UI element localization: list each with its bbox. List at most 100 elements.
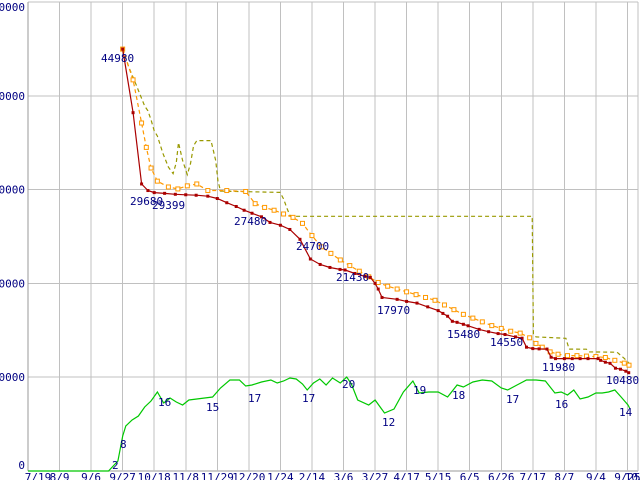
series-average-price-marker <box>290 214 296 220</box>
series-lowest-price-marker <box>578 357 582 361</box>
x-axis-tick-label: 3/6 <box>334 471 354 480</box>
series-average-price-marker <box>527 335 533 341</box>
series-average-price-marker <box>498 325 504 331</box>
x-axis-tick-label: 9/27 <box>109 471 136 480</box>
series-lowest-price-marker <box>380 295 384 299</box>
series-lowest-price-marker <box>613 366 617 370</box>
series-average-price-marker <box>413 292 419 298</box>
series-average-price-marker <box>328 250 334 256</box>
price-point-label: 27480 <box>234 215 267 228</box>
series-average-price-marker <box>517 330 523 336</box>
series-average-price-marker <box>489 323 495 329</box>
count-point-label: 2 <box>112 459 119 472</box>
count-point-label: 15 <box>206 401 219 414</box>
series-average-price-marker <box>375 279 381 285</box>
count-point-label: 8 <box>120 438 127 451</box>
series-average-price-marker <box>508 328 514 334</box>
count-point-label: 16 <box>158 396 171 409</box>
x-axis-tick-label: 6/26 <box>488 471 515 480</box>
series-average-price-marker <box>175 186 181 192</box>
series-average-price-marker <box>621 360 627 366</box>
series-lowest-price-marker <box>184 193 188 197</box>
count-point-label: 17 <box>506 393 519 406</box>
series-average-price-marker <box>470 315 476 321</box>
x-axis-tick-label: 11/29 <box>201 471 234 480</box>
series-average-price-marker <box>337 257 343 263</box>
series-average-price-marker <box>184 183 190 189</box>
series-average-price-marker <box>612 357 618 363</box>
series-lowest-price-marker <box>278 223 282 227</box>
series-lowest-price-marker <box>328 265 332 269</box>
series-average-price-marker <box>356 268 362 274</box>
series-lowest-price-marker <box>596 357 600 361</box>
count-point-label: 18 <box>452 389 465 402</box>
series-average-price-marker <box>224 188 230 194</box>
series-lowest-price-marker <box>353 271 357 275</box>
price-point-label: 17970 <box>377 304 410 317</box>
series-average-price-marker <box>194 181 200 187</box>
series-lowest-price-marker <box>140 182 144 186</box>
series-lowest-price-marker <box>163 191 167 195</box>
count-point-label: 19 <box>413 384 426 397</box>
price-point-label: 29399 <box>152 199 185 212</box>
series-average-price-marker <box>533 340 539 346</box>
series-average-price-marker <box>130 77 136 83</box>
x-axis-tick-label: 8/7 <box>554 471 574 480</box>
series-average-price-marker <box>565 353 571 359</box>
series-lowest-price-marker <box>250 211 254 215</box>
series-lowest-price-marker <box>405 299 409 303</box>
x-axis-tick-label: 2/14 <box>299 471 326 480</box>
count-point-label: 17 <box>302 392 315 405</box>
series-average-price-marker <box>271 207 277 213</box>
x-axis-tick-label: 8/9 <box>50 471 70 480</box>
x-axis-tick-label: 7/17 <box>520 471 547 480</box>
series-lowest-price-marker <box>562 357 566 361</box>
count-point-label: 17 <box>248 392 261 405</box>
x-axis-tick-label: 10/18 <box>138 471 171 480</box>
series-lowest-price-marker <box>242 208 246 212</box>
series-lowest-price-marker <box>441 311 445 315</box>
series-lowest-price-marker <box>549 355 553 359</box>
series-average-price-marker <box>281 211 287 217</box>
series-average-price-marker <box>262 204 268 210</box>
series-average-price-marker <box>451 307 457 313</box>
y-axis-tick-label: 50000 <box>0 1 25 14</box>
series-average-price-marker <box>299 220 305 226</box>
y-axis-tick-label: 20000 <box>0 277 25 290</box>
price-point-label: 29680 <box>130 195 163 208</box>
series-lowest-price-marker <box>496 332 500 336</box>
series-lowest-price-marker <box>513 335 517 339</box>
series-lowest-price-marker <box>338 267 342 271</box>
series-lowest-price-marker <box>152 191 156 195</box>
series-average-price-marker <box>347 263 353 269</box>
series-average-price-marker <box>404 289 410 295</box>
series-average-price-marker <box>309 233 315 239</box>
series-lowest-price-marker <box>318 262 322 266</box>
series-lowest-price-marker <box>121 47 125 51</box>
series-lowest-price-marker <box>627 371 631 375</box>
y-axis-tick-label: 30000 <box>0 184 25 197</box>
x-axis-tick-label: 9/25 <box>614 471 640 480</box>
series-average-price-marker <box>318 244 324 250</box>
series-lowest-price-marker <box>288 227 292 231</box>
series-lowest-price-marker <box>131 111 135 115</box>
price-point-label: 15480 <box>447 328 480 341</box>
series-lowest-price-marker <box>363 274 367 278</box>
series-lowest-price-marker <box>466 324 470 328</box>
series-lowest-price-marker <box>503 333 507 337</box>
series-lowest-price-marker <box>450 319 454 323</box>
series-lowest-price-marker <box>586 357 590 361</box>
x-axis-tick-label: 7/19 <box>25 471 52 480</box>
series-lowest-price-marker <box>146 189 150 193</box>
x-axis-tick-label: 4/17 <box>393 471 420 480</box>
x-axis-tick-label: 1/24 <box>267 471 294 480</box>
count-point-label: 16 <box>555 398 568 411</box>
series-average-price-marker <box>441 302 447 308</box>
series-lowest-price-marker <box>531 347 535 351</box>
series-lowest-price-marker <box>368 275 372 279</box>
series-lowest-price-marker <box>477 327 481 331</box>
series-average-price-marker <box>460 311 466 317</box>
y-axis-tick-label: 40000 <box>0 90 25 103</box>
